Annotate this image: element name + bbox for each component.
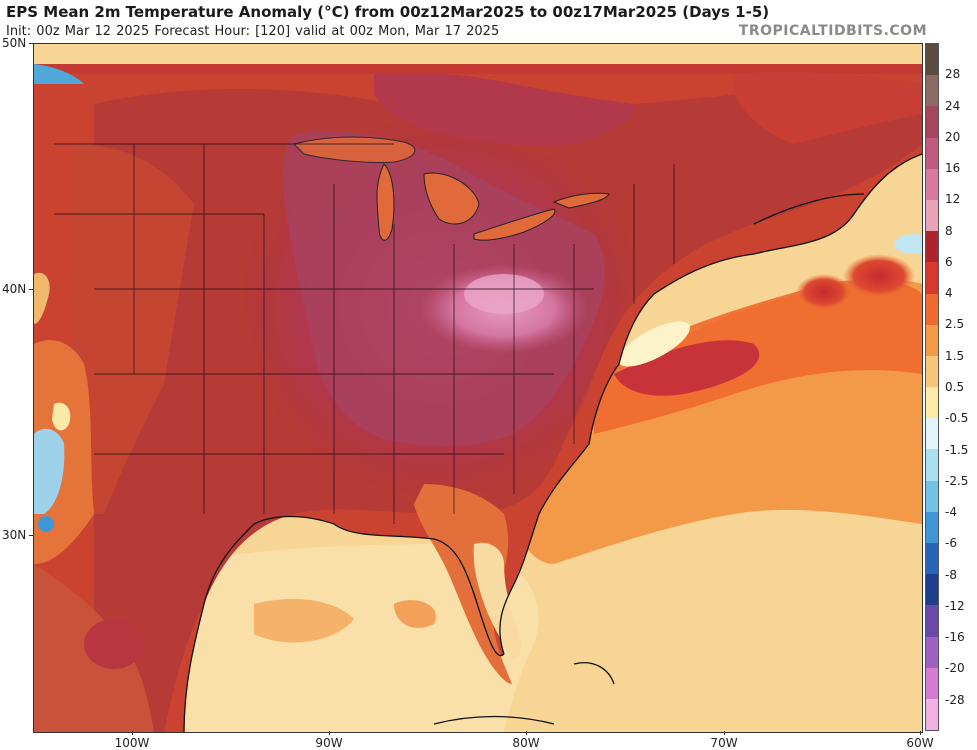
lat-tick-30 [29, 535, 33, 536]
legend-swatch [926, 231, 938, 263]
legend-label: -8 [945, 567, 957, 582]
lon-tick-60 [920, 731, 921, 735]
legend-color-bar [925, 43, 939, 731]
gulf-of-mexico [174, 544, 539, 732]
legend-label: -1.5 [945, 442, 969, 457]
legend-swatch [926, 75, 938, 107]
legend-label: 4 [945, 286, 953, 301]
legend-labels: 28 24 20 16 12 8 6 4 2.5 1.5 0.5 -0.5 -1.5 -2.5 -4 -6 -8… [943, 43, 977, 731]
legend-label: -4 [945, 505, 957, 520]
color-scale-legend: 28 24 20 16 12 8 6 4 2.5 1.5 0.5 -0.5 -1.5 -2.5 -4 -6 -8… [925, 43, 977, 731]
legend-label: 28 [945, 67, 961, 82]
legend-label: -6 [945, 536, 957, 551]
lon-label-100w: 100W [114, 736, 150, 750]
lat-label-50n: 50N [2, 36, 27, 50]
legend-label: 24 [945, 98, 961, 113]
legend-label: 6 [945, 254, 953, 269]
legend-swatch [926, 543, 938, 575]
lon-label-60w: 60W [906, 736, 934, 750]
legend-swatch [926, 199, 938, 232]
legend-label: -2.5 [945, 473, 969, 488]
legend-swatch [926, 667, 938, 699]
legend-swatch [926, 293, 938, 325]
lon-tick-70 [724, 731, 725, 735]
lon-tick-100 [132, 731, 133, 735]
legend-label: -28 [945, 692, 965, 707]
legend-swatch [926, 355, 938, 388]
lon-label-90w: 90W [315, 736, 343, 750]
legend-swatch [926, 636, 938, 668]
legend-swatch [926, 106, 938, 138]
lon-label-70w: 70W [710, 736, 738, 750]
legend-swatch [926, 698, 938, 731]
legend-swatch [926, 418, 938, 450]
legend-swatch [926, 137, 938, 169]
lat-tick-50 [29, 43, 33, 44]
lat-tick-40 [29, 289, 33, 290]
lat-label-30n: 30N [2, 528, 27, 542]
legend-swatch [926, 44, 938, 76]
legend-swatch [926, 262, 938, 294]
florida-peninsula [473, 542, 522, 659]
legend-label: -12 [945, 598, 965, 613]
lat-label-40n: 40N [2, 282, 27, 296]
map-title: EPS Mean 2m Temperature Anomaly (°C) fro… [6, 3, 770, 21]
state-boundaries [54, 143, 675, 524]
legend-swatch [926, 574, 938, 606]
great-lakes [293, 136, 610, 241]
legend-swatch [926, 168, 938, 200]
map-subtitle: Init: 00z Mar 12 2025 Forecast Hour: [12… [6, 24, 500, 39]
lon-label-80w: 80W [512, 736, 540, 750]
legend-swatch [926, 480, 938, 512]
legend-swatch [926, 449, 938, 481]
legend-swatch [926, 605, 938, 637]
coastlines [183, 153, 922, 732]
brand-watermark: TROPICALTIDBITS.COM [738, 23, 927, 39]
legend-swatch [926, 324, 938, 356]
legend-label: 16 [945, 161, 961, 176]
temperature-anomaly-map [33, 43, 923, 733]
legend-label: -0.5 [945, 411, 969, 426]
lon-tick-80 [526, 731, 527, 735]
lon-tick-90 [329, 731, 330, 735]
legend-swatch [926, 387, 938, 419]
legend-label: 8 [945, 223, 953, 238]
legend-label: 0.5 [945, 380, 965, 394]
legend-label: -20 [945, 661, 965, 676]
legend-label: -16 [945, 630, 965, 645]
legend-label: 2.5 [945, 317, 965, 332]
legend-label: 20 [945, 129, 961, 144]
legend-swatch [926, 511, 938, 543]
legend-label: 1.5 [945, 348, 965, 363]
legend-label: 12 [945, 192, 961, 207]
